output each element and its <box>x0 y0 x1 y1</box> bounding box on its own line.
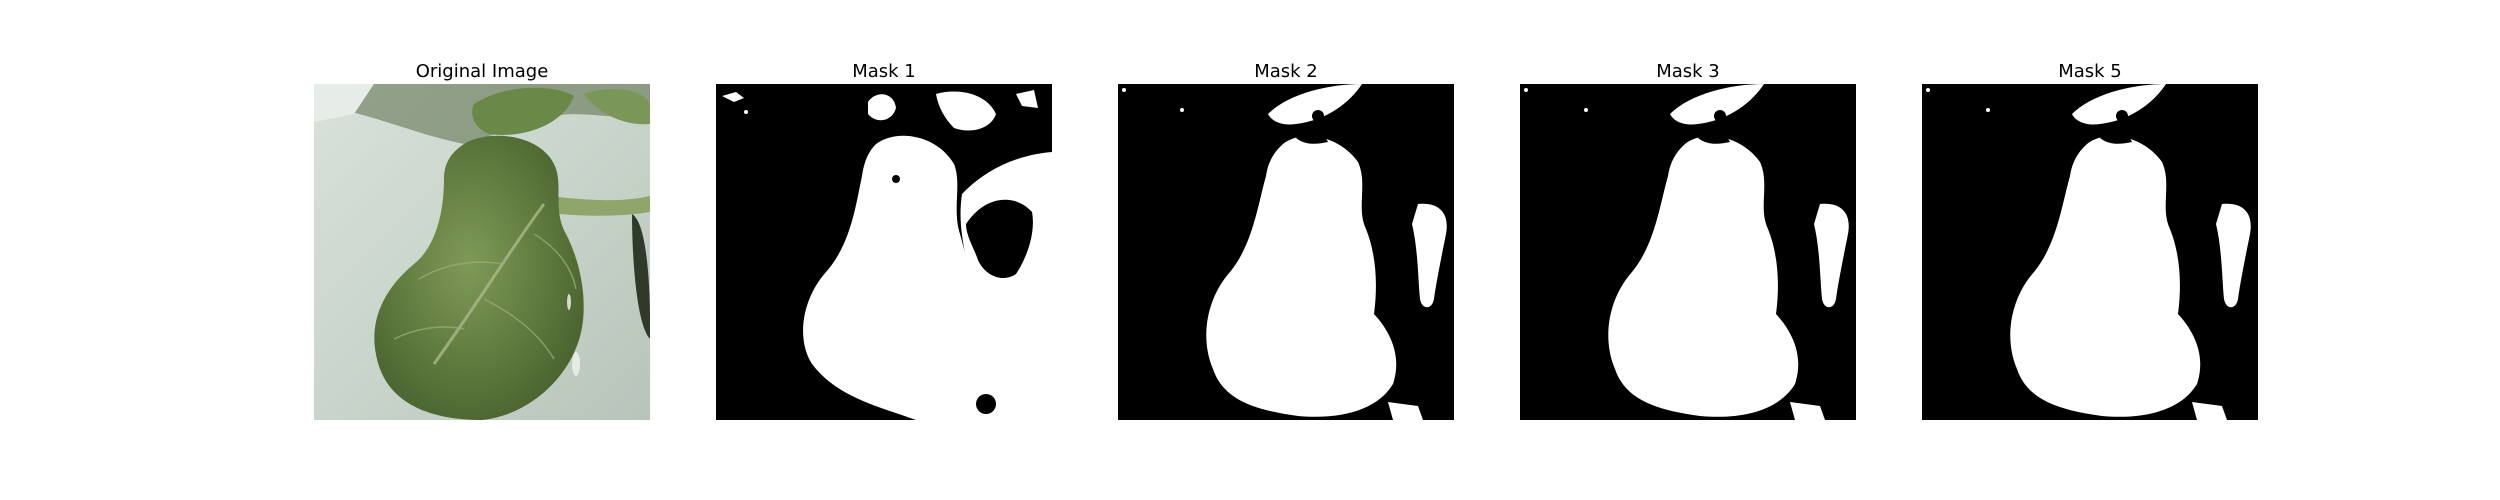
mask-1-image <box>716 84 1052 420</box>
panel-mask-5: Mask 5 <box>1922 60 2258 420</box>
mask-3-image <box>1520 84 1856 420</box>
panel-title: Mask 3 <box>1656 61 1720 82</box>
mask-5-image <box>1922 84 2258 420</box>
panel-mask-1: Mask 1 <box>716 60 1052 420</box>
panel-title: Original Image <box>415 61 549 82</box>
original-photo <box>314 84 650 420</box>
panel-mask-3: Mask 3 <box>1520 60 1856 420</box>
panel-title: Mask 1 <box>852 61 916 82</box>
mask-2-image <box>1118 84 1454 420</box>
panel-title: Mask 5 <box>2058 61 2122 82</box>
panel-original-image: Original Image <box>314 60 650 420</box>
panel-title: Mask 2 <box>1254 61 1318 82</box>
panel-mask-2: Mask 2 <box>1118 60 1454 420</box>
